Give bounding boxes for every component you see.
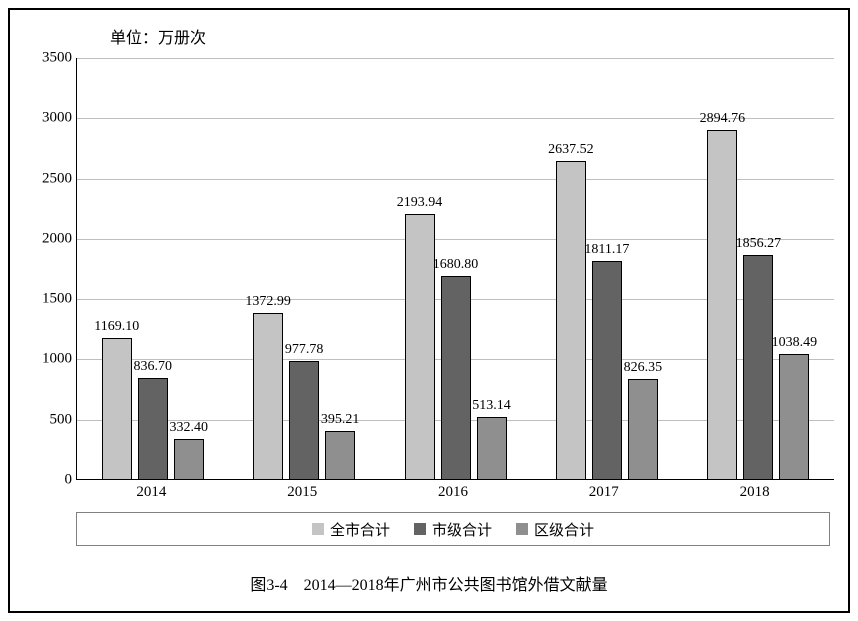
x-tick-label: 2014 [76,484,227,501]
bar: 1372.99 [253,313,283,479]
x-tick-label: 2017 [528,484,679,501]
value-label: 1169.10 [94,319,139,335]
y-tick-label: 2500 [28,170,72,187]
unit-label: 单位：万册次 [110,24,206,48]
bar: 977.78 [289,361,319,479]
legend-label: 全市合计 [330,519,390,540]
value-label: 977.78 [285,342,324,358]
bar: 2894.76 [707,130,737,479]
legend-label: 区级合计 [534,519,594,540]
bar-group: 1372.99977.78395.21 [228,58,379,479]
y-tick-label: 3500 [28,50,72,67]
legend: 全市合计 市级合计 区级合计 [76,512,830,546]
value-label: 1856.27 [736,236,782,252]
y-tick-label: 1000 [28,351,72,368]
y-tick-label: 500 [28,411,72,428]
value-label: 332.40 [169,420,208,436]
bar: 1169.10 [102,338,132,479]
x-axis-labels: 20142015201620172018 [76,484,830,501]
x-tick-label: 2015 [227,484,378,501]
x-tick-label: 2018 [679,484,830,501]
value-label: 2637.52 [548,142,594,158]
legend-item: 区级合计 [516,519,594,540]
y-tick-label: 2000 [28,230,72,247]
value-label: 1811.17 [584,242,629,258]
bar: 395.21 [325,431,355,479]
bars: 2894.761856.271038.49 [683,130,834,479]
bar: 513.14 [477,417,507,479]
plot-area: 0500100015002000250030003500 1169.10836.… [28,58,834,480]
legend-swatch [312,523,324,535]
value-label: 2193.94 [397,195,443,211]
bar-group: 2193.941680.80513.14 [380,58,531,479]
bar: 1811.17 [592,261,622,479]
value-label: 513.14 [472,398,511,414]
chart-frame: 单位：万册次 0 500 1000 1500 2000 2500 3000 3500 1169… [8,8,850,613]
legend-label: 市级合计 [432,519,492,540]
value-label: 1038.49 [772,335,818,351]
legend-swatch [414,523,426,535]
bar-group: 2894.761856.271038.49 [683,58,834,479]
bar: 1038.49 [779,354,809,479]
bar: 1680.80 [441,276,471,479]
y-axis: 0500100015002000250030003500 [28,58,76,480]
bars: 2193.941680.80513.14 [380,214,531,479]
bar: 826.35 [628,379,658,479]
legend-item: 全市合计 [312,519,390,540]
bars: 1372.99977.78395.21 [228,313,379,479]
value-label: 395.21 [321,412,360,428]
y-tick-label: 3000 [28,110,72,127]
bar: 836.70 [138,378,168,479]
value-label: 2894.76 [700,111,746,127]
value-label: 826.35 [624,360,663,376]
bar: 332.40 [174,439,204,479]
plot: 1169.10836.70332.401372.99977.78395.2121… [76,58,834,480]
bar-groups: 1169.10836.70332.401372.99977.78395.2121… [77,58,834,479]
bar: 1856.27 [743,255,773,479]
value-label: 1372.99 [245,294,291,310]
y-tick-label: 0 [28,472,72,489]
caption: 图3-4 2014—2018年广州市公共图书馆外借文献量 [10,571,848,595]
x-tick-label: 2016 [378,484,529,501]
legend-item: 市级合计 [414,519,492,540]
bars: 2637.521811.17826.35 [531,161,682,479]
y-tick-label: 1500 [28,291,72,308]
value-label: 836.70 [133,359,172,375]
bars: 1169.10836.70332.40 [77,338,228,479]
bar: 2637.52 [556,161,586,479]
bar-group: 1169.10836.70332.40 [77,58,228,479]
legend-swatch [516,523,528,535]
bar: 2193.94 [405,214,435,479]
value-label: 1680.80 [433,257,479,273]
bar-group: 2637.521811.17826.35 [531,58,682,479]
